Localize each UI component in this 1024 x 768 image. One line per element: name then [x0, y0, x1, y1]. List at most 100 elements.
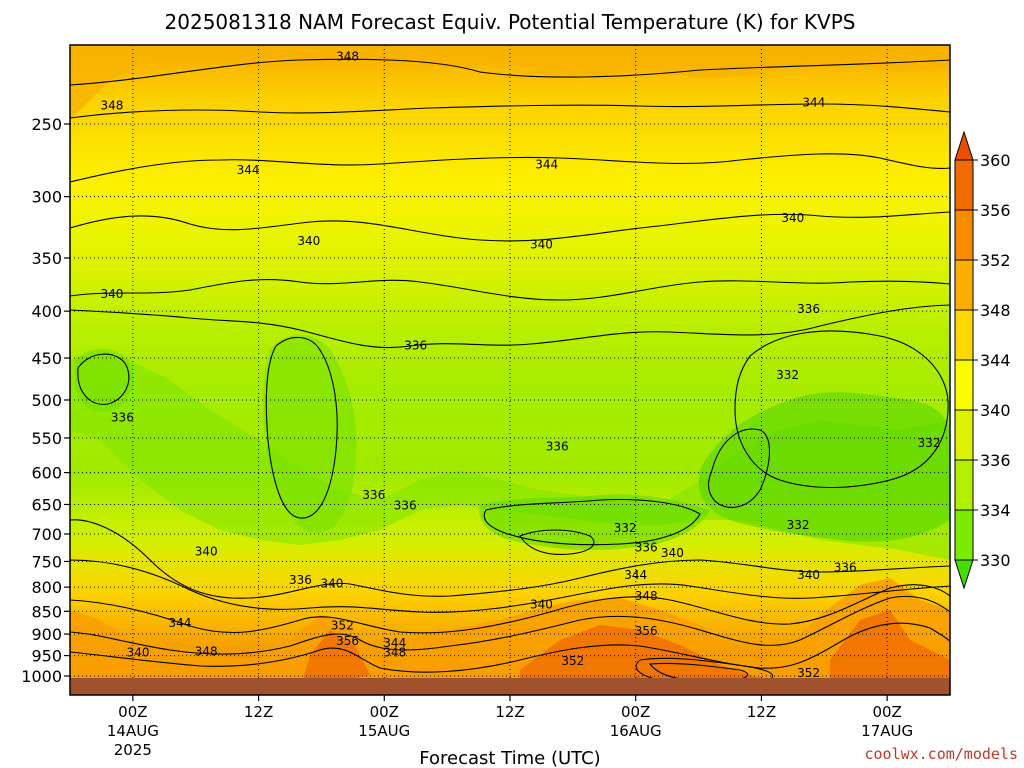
y-tick-label: 250	[31, 115, 62, 134]
x-tick-label: 14AUG	[107, 722, 159, 740]
colorbar-band	[954, 259, 974, 311]
y-tick-label: 450	[31, 349, 62, 368]
contour-label: 344	[535, 157, 558, 171]
y-tick-label: 500	[31, 391, 62, 410]
contour-label: 332	[918, 436, 941, 450]
contour-label: 340	[195, 544, 218, 558]
contour-label: 340	[530, 237, 553, 251]
contour-label: 340	[661, 546, 684, 560]
x-tick-label: 12Z	[747, 703, 776, 721]
y-tick-label: 800	[31, 578, 62, 597]
colorbar-label: 340	[980, 401, 1011, 420]
x-axis-title: Forecast Time (UTC)	[419, 748, 600, 768]
field-upper-orange	[70, 45, 950, 120]
colorbar-band	[954, 359, 974, 411]
contour-label: 336	[394, 499, 417, 513]
colorbar-label: 336	[980, 451, 1011, 470]
y-tick-label: 600	[31, 464, 62, 483]
contour-label: 352	[331, 618, 354, 632]
contour-label: 336	[404, 338, 427, 352]
contour-label: 332	[787, 518, 810, 532]
y-tick-label: 650	[31, 495, 62, 514]
contour-label: 332	[776, 368, 799, 382]
colorbar: 330 334 336 340 344 348 352 356 360	[954, 130, 1011, 590]
contour-label: 336	[797, 302, 820, 316]
y-tick-label: 750	[31, 552, 62, 571]
contour-lines	[70, 58, 950, 685]
field-green-west	[75, 348, 134, 413]
contour-label: 340	[127, 646, 150, 660]
x-tick-label: 00Z	[118, 703, 147, 721]
x-tick-label: 15AUG	[358, 722, 410, 740]
contour-label: 336	[289, 573, 312, 587]
colorbar-band	[954, 309, 974, 361]
contour-label: 340	[320, 577, 343, 591]
colorbar-label: 360	[980, 151, 1011, 170]
colorbar-band	[954, 409, 974, 461]
colorbar-label: 352	[980, 251, 1011, 270]
contour-label: 336	[635, 541, 658, 555]
contour-label: 340	[797, 568, 820, 582]
contour-label: 348	[100, 99, 123, 113]
contour-label: 344	[383, 636, 406, 650]
contour-label: 348	[635, 589, 658, 603]
colorbar-label: 348	[980, 301, 1011, 320]
contour-label: 356	[635, 624, 658, 638]
x-tick-label: 16AUG	[610, 722, 662, 740]
x-tick-label: 2025	[114, 741, 152, 759]
field-green-band	[479, 494, 710, 550]
colorbar-band	[954, 159, 974, 211]
x-tick-label: 00Z	[621, 703, 650, 721]
x-tick-label: 00Z	[872, 703, 901, 721]
colorbar-arrow-high	[954, 130, 974, 161]
field-lower-deep	[300, 610, 950, 695]
contour-label: 340	[530, 598, 553, 612]
credit-link[interactable]: coolwx.com/models	[864, 745, 1018, 763]
contour-label: 344	[624, 568, 647, 582]
colorbar-arrow-low	[954, 559, 974, 590]
y-tick-label: 900	[31, 625, 62, 644]
colorbar-label: 334	[980, 501, 1011, 520]
contour-label: 344	[169, 616, 192, 630]
colorbar-band	[954, 459, 974, 511]
contour-label: 348	[383, 646, 406, 660]
colorbar-band	[954, 509, 974, 561]
colorbar-label: 330	[980, 551, 1011, 570]
contour-label: 336	[834, 560, 857, 574]
y-tick-label: 950	[31, 647, 62, 666]
contour-label: 344	[802, 95, 825, 109]
colorbar-label: 356	[980, 201, 1011, 220]
contour-label: 356	[336, 634, 359, 648]
x-tick-label: 12Z	[495, 703, 524, 721]
y-tick-label: 850	[31, 602, 62, 621]
contour-label: 352	[561, 654, 584, 668]
contour-label: 344	[237, 163, 260, 177]
x-tick-label: 00Z	[370, 703, 399, 721]
colorbar-label: 344	[980, 351, 1011, 370]
ground-surface	[70, 678, 950, 695]
colorbar-band	[954, 209, 974, 261]
y-axis: 250 300 350 400 450 500 550 600 650 700 750 800 850 9…	[21, 115, 70, 686]
contour-label: 332	[614, 521, 637, 535]
contour-label: 336	[546, 440, 569, 454]
contour-label: 340	[100, 287, 123, 301]
contour-label: 340	[297, 234, 320, 248]
y-tick-label: 350	[31, 249, 62, 268]
contour-label: 336	[111, 410, 134, 424]
y-tick-label: 400	[31, 302, 62, 321]
x-tick-label: 12Z	[244, 703, 273, 721]
chart-title: 2025081318 NAM Forecast Equiv. Potential…	[165, 10, 856, 34]
y-tick-label: 300	[31, 188, 62, 207]
contour-label: 348	[336, 49, 359, 63]
contour-label: 336	[362, 488, 385, 502]
y-tick-label: 550	[31, 429, 62, 448]
contour-label: 348	[195, 644, 218, 658]
contour-label: 352	[797, 666, 820, 680]
y-tick-label: 700	[31, 525, 62, 544]
y-tick-label: 1000	[21, 667, 62, 686]
contour-label: 340	[781, 211, 804, 225]
x-tick-label: 17AUG	[861, 722, 913, 740]
